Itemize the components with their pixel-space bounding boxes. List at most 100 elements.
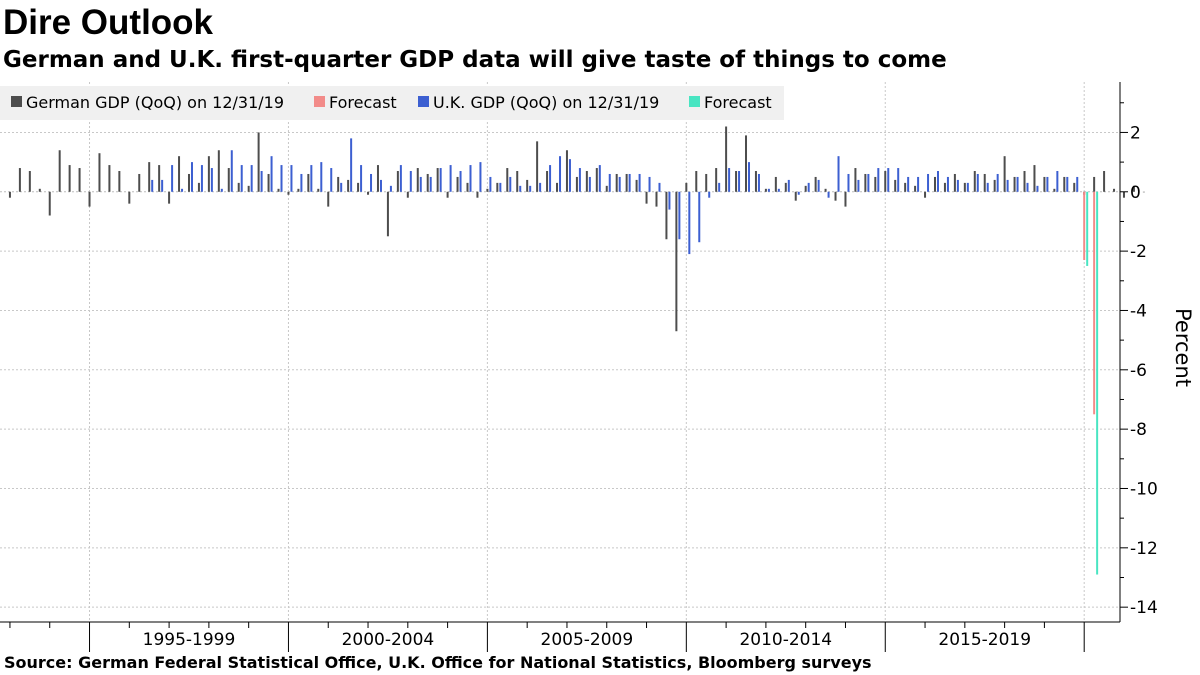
german-forecast-bar — [1083, 191, 1086, 261]
german-gdp-bar — [695, 171, 698, 192]
x-period-label: 2010-2014 — [739, 630, 832, 650]
legend-label-uk-forecast: Forecast — [704, 93, 772, 112]
uk-gdp-bar — [986, 182, 989, 192]
german-gdp-bar — [416, 168, 419, 192]
german-gdp-bar — [1053, 188, 1056, 192]
uk-gdp-bar — [270, 156, 273, 192]
uk-gdp-bar — [489, 176, 492, 192]
x-period-label: 2000-2004 — [342, 630, 435, 650]
german-gdp-bar — [426, 173, 429, 192]
uk-gdp-bar — [757, 173, 760, 192]
german-gdp-bar — [546, 171, 549, 192]
uk-gdp-bar — [1036, 185, 1039, 192]
legend-swatch-german — [11, 96, 22, 107]
german-gdp-bar — [376, 165, 379, 192]
german-gdp-bar — [406, 191, 409, 198]
uk-gdp-bar — [867, 173, 870, 192]
german-gdp-bar — [48, 191, 51, 216]
uk-gdp-bar — [578, 168, 581, 192]
uk-gdp-bar — [907, 176, 910, 192]
uk-gdp-bar — [290, 165, 293, 192]
grid — [0, 82, 1120, 622]
german-gdp-bar — [774, 176, 777, 192]
german-gdp-bar — [227, 168, 230, 192]
legend-label-german-forecast: Forecast — [329, 93, 397, 112]
uk-gdp-bar — [927, 173, 930, 192]
uk-gdp-bar — [310, 165, 313, 192]
german-gdp-bar — [556, 182, 559, 192]
uk-gdp-bar — [1026, 182, 1029, 192]
german-gdp-bar — [317, 188, 320, 192]
uk-gdp-bar — [678, 191, 681, 240]
uk-gdp-bar — [688, 191, 691, 255]
german-gdp-bar — [1093, 176, 1096, 192]
chart-subtitle: German and U.K. first-quarter GDP data w… — [3, 47, 947, 73]
uk-gdp-bar — [539, 182, 542, 192]
german-gdp-bar — [1073, 182, 1076, 192]
uk-gdp-bar — [658, 182, 661, 192]
uk-gdp-bar — [887, 168, 890, 192]
uk-gdp-bar — [360, 165, 363, 192]
uk-gdp-bar — [379, 179, 382, 192]
uk-gdp-bar — [449, 165, 452, 192]
legend-swatch-uk — [418, 96, 429, 107]
german-gdp-bar — [357, 182, 360, 192]
german-gdp-bar — [715, 168, 718, 192]
german-gdp-bar — [745, 135, 748, 192]
uk-gdp-bar — [370, 173, 373, 192]
uk-gdp-bar — [857, 179, 860, 192]
bars — [8, 126, 1145, 575]
german-gdp-bar — [28, 171, 31, 192]
german-gdp-bar — [605, 185, 608, 192]
uk-gdp-bar — [409, 171, 412, 192]
uk-gdp-bar — [618, 176, 621, 192]
uk-gdp-bar — [628, 173, 631, 192]
german-gdp-bar — [904, 182, 907, 192]
german-gdp-bar — [277, 188, 280, 192]
german-gdp-bar — [1103, 171, 1106, 192]
legend-label-german: German GDP (QoQ) on 12/31/19 — [26, 93, 284, 112]
uk-gdp-bar — [330, 168, 333, 192]
uk-gdp-bar — [877, 168, 880, 192]
german-gdp-bar — [247, 185, 250, 192]
x-period-label: 2015-2019 — [938, 630, 1031, 650]
german-gdp-bar — [973, 171, 976, 192]
german-gdp-bar — [386, 191, 389, 237]
uk-gdp-bar — [1056, 171, 1059, 192]
legend-background — [0, 86, 784, 120]
uk-gdp-bar — [956, 179, 959, 192]
uk-gdp-bar — [608, 173, 611, 192]
uk-gdp-bar — [588, 176, 591, 192]
uk-gdp-bar — [200, 165, 203, 192]
german-gdp-bar — [486, 188, 489, 192]
german-gdp-bar — [446, 191, 449, 198]
german-gdp-bar — [764, 188, 767, 192]
uk-gdp-bar — [777, 188, 780, 192]
uk-gdp-bar — [996, 173, 999, 192]
uk-gdp-bar — [917, 176, 920, 192]
german-gdp-bar — [1132, 185, 1135, 192]
german-gdp-bar — [1003, 156, 1006, 192]
uk-gdp-bar — [738, 171, 741, 192]
german-gdp-bar — [237, 182, 240, 192]
german-gdp-bar — [804, 185, 807, 192]
german-gdp-bar — [8, 191, 11, 198]
uk-gdp-bar — [668, 191, 671, 210]
german-gdp-bar — [148, 162, 151, 192]
uk-gdp-bar — [966, 182, 969, 192]
legend-swatch-uk-forecast — [689, 96, 700, 107]
german-forecast-bar — [1093, 191, 1096, 415]
german-gdp-bar — [396, 171, 399, 192]
uk-gdp-bar — [399, 165, 402, 192]
german-gdp-bar — [854, 168, 857, 192]
y-tick-label: -2 — [1130, 242, 1147, 262]
uk-gdp-bar — [210, 168, 213, 192]
german-gdp-bar — [337, 176, 340, 192]
y-tick-label: -6 — [1130, 361, 1147, 381]
german-gdp-bar — [456, 176, 459, 192]
axes: 2 0 -2 -4 -6 -8 -10 -12 -14 1995-1999 2000-2004 200… — [0, 82, 1158, 652]
german-gdp-bar — [158, 165, 161, 192]
legend: German GDP (QoQ) on 12/31/19 Forecast U.… — [0, 86, 784, 120]
german-gdp-bar — [78, 168, 81, 192]
